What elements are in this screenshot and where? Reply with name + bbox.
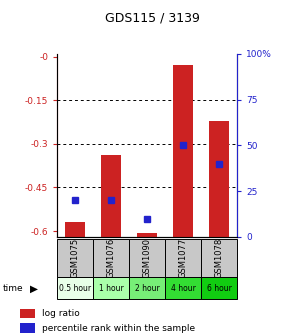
Bar (165, 239, 201, 277)
Text: GSM1075: GSM1075 (71, 238, 80, 278)
Text: GSM1077: GSM1077 (179, 238, 188, 278)
Bar (65, 222, 85, 237)
Text: percentile rank within the sample: percentile rank within the sample (42, 324, 195, 333)
Bar (93, 239, 129, 277)
Bar (57, 239, 93, 277)
Text: GDS115 / 3139: GDS115 / 3139 (105, 12, 200, 25)
Text: GSM1078: GSM1078 (215, 238, 224, 278)
Bar (201, 277, 237, 299)
Bar (201, 239, 237, 277)
Text: 6 hour: 6 hour (207, 284, 232, 293)
Text: GSM1076: GSM1076 (107, 238, 116, 278)
Bar (101, 156, 121, 237)
Text: 0.5 hour: 0.5 hour (59, 284, 91, 293)
Text: time: time (3, 284, 23, 293)
Bar (137, 233, 157, 237)
Bar (129, 277, 165, 299)
Bar (209, 121, 229, 237)
Text: 1 hour: 1 hour (99, 284, 124, 293)
Text: 4 hour: 4 hour (171, 284, 196, 293)
Bar (129, 239, 165, 277)
Bar (93, 277, 129, 299)
Bar (173, 66, 193, 237)
Bar (20, 324, 35, 333)
Bar (57, 277, 93, 299)
Text: GSM1090: GSM1090 (143, 238, 152, 278)
Text: log ratio: log ratio (42, 309, 80, 318)
Text: 2 hour: 2 hour (135, 284, 160, 293)
Bar (20, 308, 35, 318)
Text: ▶: ▶ (30, 283, 38, 293)
Bar (165, 277, 201, 299)
